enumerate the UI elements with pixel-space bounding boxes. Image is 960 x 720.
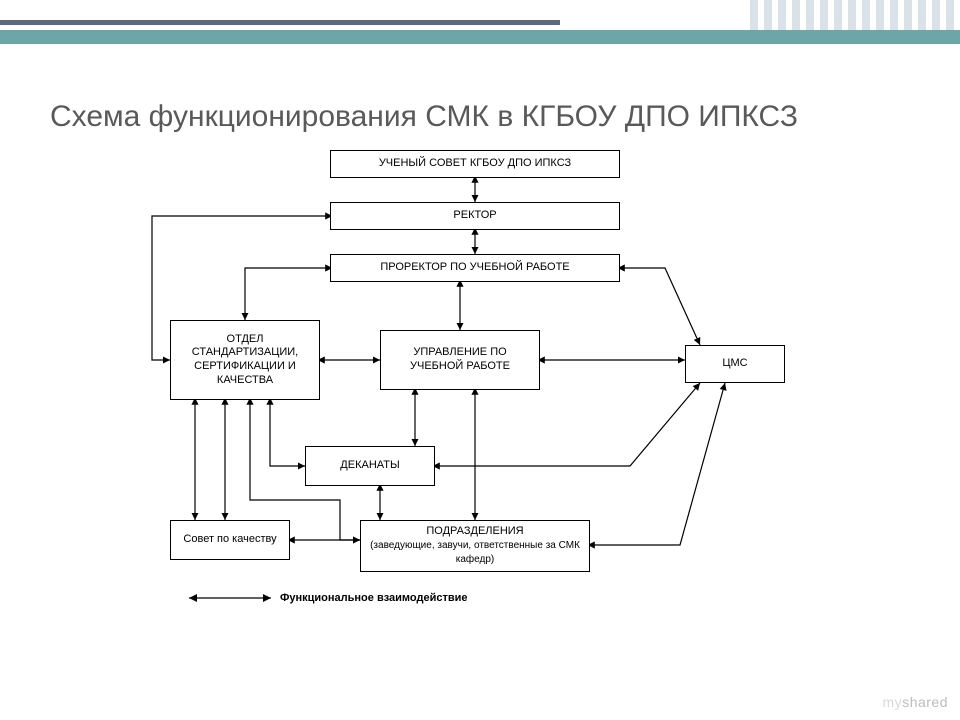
legend-arrow-icon xyxy=(185,591,275,605)
diagram-canvas: УЧЕНЫЙ СОВЕТ КГБОУ ДПО ИПКСЗ РЕКТОР ПРОР… xyxy=(140,150,820,660)
node-subdivisions-title: ПОДРАЗДЕЛЕНИЯ xyxy=(426,525,523,537)
page-title: Схема функционирования СМК в КГБОУ ДПО И… xyxy=(50,100,798,134)
node-quality-council: Совет по качеству xyxy=(170,520,290,560)
node-vice-rector: ПРОРЕКТОР ПО УЧЕБНОЙ РАБОТЕ xyxy=(330,254,620,282)
node-academic-council: УЧЕНЫЙ СОВЕТ КГБОУ ДПО ИПКСЗ xyxy=(330,150,620,178)
legend-label: Функциональное взаимодействие xyxy=(280,592,468,604)
header-decoration xyxy=(0,0,960,48)
node-education-management: УПРАВЛЕНИЕ ПО УЧЕБНОЙ РАБОТЕ xyxy=(380,330,540,390)
node-cms: ЦМС xyxy=(685,345,785,383)
node-subdivisions-sub: (заведующие, завучи, ответственные за СМ… xyxy=(370,540,580,565)
node-deaneries: ДЕКАНАТЫ xyxy=(305,446,435,486)
node-rector: РЕКТОР xyxy=(330,202,620,230)
node-standardization-dept: ОТДЕЛ СТАНДАРТИЗАЦИИ, СЕРТИФИКАЦИИ И КАЧ… xyxy=(170,320,320,400)
watermark-left: my xyxy=(883,694,903,710)
header-stripes xyxy=(554,0,960,30)
header-bar-accent xyxy=(0,30,960,44)
node-subdivisions: ПОДРАЗДЕЛЕНИЯ (заведующие, завучи, ответ… xyxy=(360,520,590,572)
header-bar-dark xyxy=(0,20,560,25)
watermark: myshared xyxy=(883,694,948,710)
watermark-right: shared xyxy=(902,694,948,710)
